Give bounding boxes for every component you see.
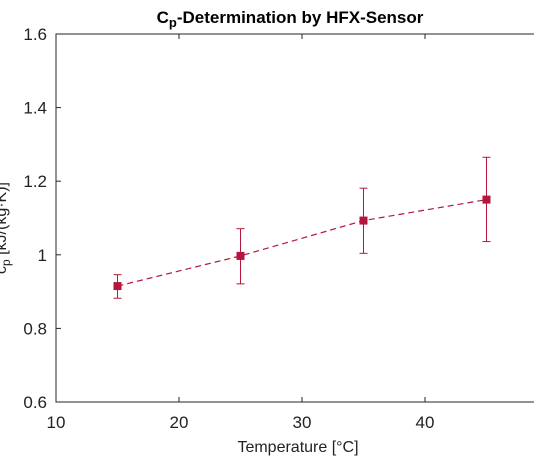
x-axis: 102030405 (47, 34, 435, 432)
data-point (236, 251, 245, 260)
x-tick-label: 20 (170, 413, 189, 432)
plot-area (55, 33, 534, 403)
x-tick-label: 30 (293, 413, 312, 432)
series-layer (113, 156, 491, 299)
x-tick-label: 10 (47, 413, 66, 432)
y-tick-label: 0.6 (23, 393, 47, 412)
data-point (359, 216, 368, 225)
series-line (117, 199, 487, 287)
y-axis: 0.6 0.8 1 1.2 1.4 1.6 (23, 25, 61, 412)
y-tick-label: 0.8 (23, 319, 47, 338)
y-tick-label: 1.6 (23, 25, 47, 44)
y-axis-label: cp [kJ/(kg·K)] (0, 182, 13, 274)
y-tick-label: 1.4 (23, 99, 47, 118)
x-axis-label: Temperature [°C] (237, 439, 358, 456)
data-point (113, 282, 122, 291)
y-tick-label: 1.2 (23, 172, 47, 191)
data-point (482, 195, 491, 204)
x-tick-label: 40 (416, 413, 435, 432)
y-tick-label: 1 (38, 246, 47, 265)
chart-title: Cp-Determination by HFX-Sensor (157, 8, 424, 30)
